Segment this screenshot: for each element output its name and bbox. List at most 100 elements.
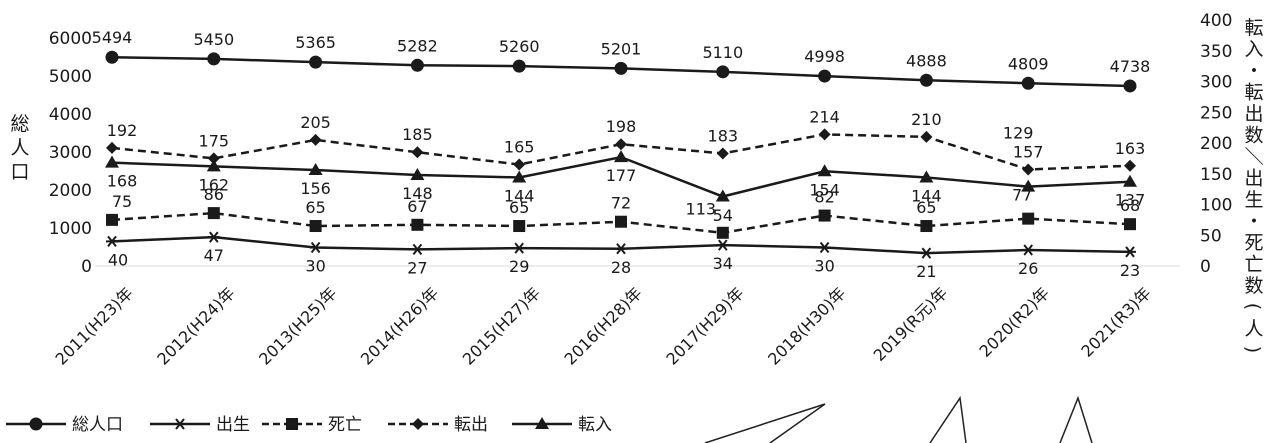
data-label: 205	[300, 113, 331, 132]
x-tick-label: 2011(H23)年	[52, 283, 137, 368]
right-axis-title-char: ／	[1242, 146, 1264, 165]
left-tick-label: 3000	[49, 143, 92, 163]
series-point	[920, 130, 933, 143]
data-label: 210	[911, 110, 942, 129]
data-label: 4809	[1008, 54, 1049, 73]
series-point	[920, 220, 933, 233]
data-label: 54	[713, 206, 733, 225]
data-label: 5282	[397, 36, 438, 55]
series-point	[309, 241, 322, 254]
left-axis-title-char: 人	[10, 137, 29, 159]
series-point	[615, 215, 627, 228]
series-point	[411, 243, 424, 256]
right-tick-label: 400	[1200, 11, 1232, 31]
series-point	[716, 226, 729, 239]
right-axis-title-char: 人	[1244, 318, 1263, 340]
series-point	[614, 61, 628, 75]
data-labels-layer: 5494 5450 5365 5282 5260 5201 5110 4998 4888 4809…	[92, 28, 1151, 281]
series-point	[410, 58, 424, 72]
series-point	[513, 158, 526, 171]
series-point	[411, 146, 424, 159]
legend-label: 死亡	[328, 415, 362, 435]
data-label: 168	[107, 172, 138, 191]
series-square	[106, 207, 1136, 239]
left-axis-title-char: 口	[10, 161, 29, 183]
left-axis-ticks: 0 1000 2000 3000 4000 5000 6000	[49, 29, 92, 277]
series-point	[207, 207, 220, 220]
data-label: 113	[686, 200, 717, 219]
right-axis-title-char: ・	[1244, 211, 1263, 233]
series-asterisk	[106, 231, 1136, 259]
series-point	[818, 128, 831, 141]
x-tick-label: 2016(H28)年	[561, 283, 646, 368]
data-label: 67	[407, 197, 427, 216]
right-axis-title-char: 生	[1244, 189, 1263, 211]
series-diamond	[106, 128, 1136, 176]
series-point	[614, 150, 628, 163]
data-label: 5260	[499, 37, 540, 56]
data-label: 137	[1115, 191, 1146, 210]
data-label: 165	[504, 138, 535, 157]
data-label: 29	[509, 257, 529, 276]
callout-line	[929, 395, 967, 443]
series-point	[308, 163, 323, 176]
x-axis-labels: 2011(H23)年 2012(H24)年 2013(H25)年 2014(H26)年…	[52, 283, 1155, 368]
series-point	[105, 50, 119, 64]
series-point	[818, 209, 831, 222]
data-label: 5450	[193, 30, 234, 49]
x-tick-label: 2018(H30)年	[764, 283, 849, 368]
series-point	[1123, 174, 1137, 187]
right-axis-title-char: 出	[1244, 103, 1263, 125]
x-tick-label: 2020(R2)年	[976, 283, 1053, 360]
series-line	[111, 235, 1131, 255]
data-label: 26	[1018, 259, 1038, 278]
data-label: 129	[1003, 124, 1034, 143]
x-tick-label: 2012(H24)年	[153, 283, 238, 368]
series-triangle	[105, 150, 1137, 202]
legend: 総人口 出生 死亡 転出 転入	[6, 415, 612, 435]
series-point	[105, 155, 119, 168]
right-axis-title-char: )	[1242, 346, 1264, 353]
right-axis-ticks: 0 50 100 150 200 250 300 350 400	[1200, 11, 1232, 277]
data-label: 77	[1012, 186, 1032, 205]
data-label: 65	[509, 198, 529, 217]
data-label: 47	[204, 246, 224, 265]
legend-item: 総人口	[6, 415, 123, 435]
x-tick-label: 2017(H29)年	[662, 283, 747, 368]
series-point	[309, 133, 322, 146]
series-point	[174, 418, 186, 430]
left-axis-title: 総人口	[10, 113, 29, 183]
series-point	[1021, 179, 1036, 192]
series-point	[818, 69, 832, 83]
left-tick-label: 4000	[49, 105, 92, 125]
data-label: 162	[199, 175, 230, 194]
data-label: 86	[204, 185, 224, 204]
series-point	[716, 147, 729, 160]
legend-item: 転出	[388, 415, 488, 435]
series-point	[412, 418, 424, 430]
data-label: 183	[708, 126, 739, 145]
right-tick-label: 150	[1200, 165, 1232, 185]
right-tick-label: 200	[1200, 134, 1232, 154]
data-label: 144	[504, 186, 535, 205]
series-point	[106, 213, 118, 226]
series-point	[615, 138, 627, 151]
data-label: 5365	[295, 33, 336, 52]
right-tick-label: 50	[1200, 226, 1222, 246]
data-label: 157	[1013, 142, 1044, 161]
data-label: 177	[606, 166, 637, 185]
legend-label: 総人口	[72, 415, 123, 435]
x-tick-label: 2013(H25)年	[255, 283, 340, 368]
x-tick-label: 2014(H26)年	[357, 283, 442, 368]
data-label: 148	[402, 184, 433, 203]
data-label: 28	[611, 258, 631, 277]
right-axis-title-char: 入	[1244, 39, 1263, 61]
right-axis-title-char: ・	[1244, 60, 1263, 82]
series-point	[1124, 218, 1136, 231]
series-point	[1123, 79, 1137, 93]
data-label: 68	[1120, 196, 1140, 215]
data-label: 175	[199, 131, 230, 150]
data-label: 4888	[906, 51, 947, 70]
right-axis-title-char: 死	[1244, 232, 1263, 254]
